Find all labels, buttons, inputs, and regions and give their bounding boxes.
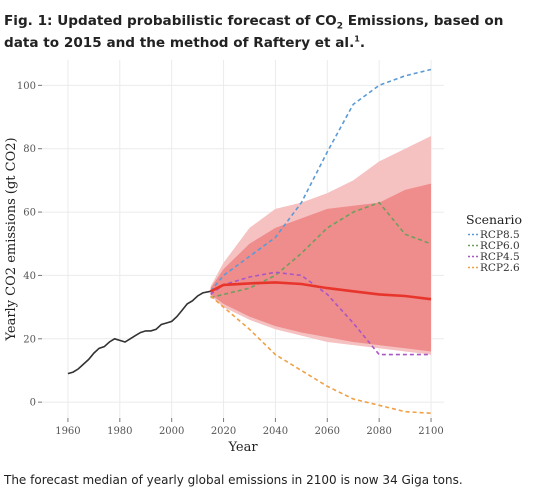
x-tick-label: 2100 xyxy=(418,426,443,437)
title-subscript: 2 xyxy=(336,21,343,32)
emissions-chart: 1960 1980 2000 2020 2040 2060 2080 210002040608… xyxy=(4,60,522,455)
x-tick-label: 2020 xyxy=(211,426,236,437)
series-line-rcp26 xyxy=(210,295,432,414)
legend-label: RCP2.6 xyxy=(480,262,520,274)
series-line-rcp45 xyxy=(210,271,431,356)
figure-caption: The forecast median of yearly global emi… xyxy=(4,473,463,487)
title-text-cont: Emissions, based on data to 2015 and the… xyxy=(4,13,504,51)
title-text: Fig. 1: Updated probabilistic forecast o… xyxy=(4,13,337,29)
x-tick-label: 2000 xyxy=(159,426,184,437)
x-tick-label: 2060 xyxy=(315,426,340,437)
legend-label: RCP8.5 xyxy=(480,229,520,241)
legend-label: RCP6.0 xyxy=(480,240,520,252)
legend-title: Scenario xyxy=(466,212,522,227)
historical-line xyxy=(67,290,211,375)
x-tick-label: 2080 xyxy=(366,426,391,437)
y-tick-label: 0 xyxy=(30,398,36,409)
series-line-rcp85 xyxy=(209,68,432,292)
series-line-rcp60 xyxy=(210,201,432,299)
title-superscript: 1 xyxy=(354,34,360,44)
y-tick-label: 60 xyxy=(23,208,36,219)
y-tick-label: 20 xyxy=(23,334,36,345)
y-tick-label: 40 xyxy=(23,271,36,282)
interval-80-band xyxy=(210,183,431,352)
x-axis-title: Year xyxy=(227,440,258,455)
x-tick-label: 1980 xyxy=(107,426,132,437)
median-line xyxy=(210,281,432,301)
y-tick-label: 80 xyxy=(23,144,36,155)
legend-label: RCP4.5 xyxy=(480,251,520,263)
figure-title: Fig. 1: Updated probabilistic forecast o… xyxy=(4,10,536,54)
x-tick-label: 2040 xyxy=(263,426,288,437)
y-tick-label: 100 xyxy=(17,81,36,92)
x-tick-label: 1960 xyxy=(55,426,80,437)
y-axis-title: Yearly CO2 emissions (gt CO2) xyxy=(4,137,19,341)
title-end: . xyxy=(359,35,366,51)
